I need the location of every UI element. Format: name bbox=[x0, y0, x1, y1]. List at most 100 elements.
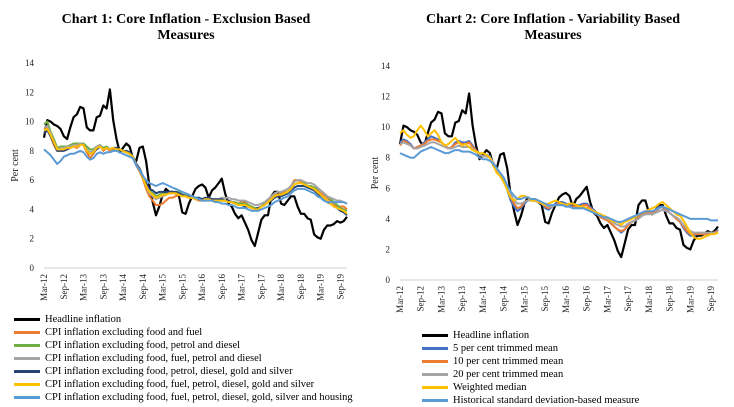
x-tick-label: Sep-18 bbox=[665, 286, 675, 312]
y-tick-label: 2 bbox=[30, 234, 35, 244]
legend-label: Weighted median bbox=[453, 382, 527, 393]
y-tick-label: 10 bbox=[25, 117, 35, 127]
legend-item: 10 per cent trimmed mean bbox=[422, 355, 639, 368]
y-axis-label: Per cent bbox=[370, 157, 381, 190]
y-tick-label: 4 bbox=[386, 214, 391, 224]
legend-item: CPI inflation excluding food, fuel, petr… bbox=[14, 378, 353, 391]
chart-2-plot: Per cent 0 2 4 6 8 10 12 14 Mar-12 Sep-12 Mar-13 Sep… bbox=[370, 61, 719, 313]
legend-item: 5 per cent trimmed mean bbox=[422, 342, 639, 355]
series-line bbox=[43, 129, 348, 217]
legend-item: 20 per cent trimmed mean bbox=[422, 368, 639, 381]
legend-item: Headline inflation bbox=[14, 313, 353, 326]
chart-1-legend: Headline inflation CPI inflation excludin… bbox=[14, 313, 353, 404]
legend-label: 10 per cent trimmed mean bbox=[453, 356, 564, 367]
legend-label: CPI inflation excluding food, fuel, petr… bbox=[45, 392, 353, 403]
x-tick-label: Sep-15 bbox=[177, 274, 187, 300]
x-tick-label: Mar-17 bbox=[237, 274, 247, 301]
legend-item: Headline inflation bbox=[422, 329, 639, 342]
legend-swatch bbox=[14, 396, 40, 399]
x-tick-label: Mar-13 bbox=[436, 286, 446, 313]
legend-swatch bbox=[14, 370, 40, 373]
chart-title: Chart 2: Core Inflation - Variability Ba… bbox=[425, 12, 681, 43]
x-tick-label: Mar-16 bbox=[561, 286, 571, 313]
legend-label: CPI inflation excluding food and fuel bbox=[45, 327, 203, 338]
series-line bbox=[399, 124, 719, 240]
series-line bbox=[399, 146, 718, 223]
x-tick-label: Sep-19 bbox=[335, 274, 345, 300]
y-tick-label: 12 bbox=[381, 92, 390, 102]
legend-swatch bbox=[422, 347, 448, 350]
legend-item: CPI inflation excluding food and fuel bbox=[14, 326, 353, 339]
x-tick-label: Mar-12 bbox=[39, 274, 49, 301]
legend-label: CPI inflation excluding food, fuel, petr… bbox=[45, 353, 262, 364]
x-tick-label: Sep-15 bbox=[540, 286, 550, 312]
series-line bbox=[43, 127, 348, 215]
legend-swatch bbox=[14, 357, 40, 360]
x-tick-label: Sep-13 bbox=[98, 274, 108, 300]
chart-1-plot: Per cent 0 2 4 6 8 10 12 14 Mar-12 Sep-12 Mar-13 Sep… bbox=[10, 58, 348, 301]
y-tick-label: 0 bbox=[30, 263, 35, 273]
legend-label: 20 per cent trimmed mean bbox=[453, 369, 564, 380]
legend-item: CPI inflation excluding food, petrol and… bbox=[14, 339, 353, 352]
series-line bbox=[399, 135, 719, 237]
y-tick-label: 6 bbox=[30, 175, 35, 185]
y-tick-label: 12 bbox=[25, 87, 34, 97]
legend-label: Headline inflation bbox=[453, 330, 530, 341]
legend-swatch bbox=[422, 360, 448, 363]
series-line bbox=[42, 88, 348, 248]
chart-2-legend: Headline inflation 5 per cent trimmed mea… bbox=[422, 329, 639, 407]
legend-label: CPI inflation excluding food, petrol, di… bbox=[45, 366, 293, 377]
x-tick-label: Mar-15 bbox=[158, 274, 168, 301]
y-tick-label: 8 bbox=[386, 153, 391, 163]
y-tick-label: 14 bbox=[25, 58, 35, 68]
x-tick-label: Mar-18 bbox=[276, 274, 286, 301]
y-axis-label: Per cent bbox=[10, 149, 21, 182]
x-tick-label: Sep-18 bbox=[296, 274, 306, 300]
x-tick-label: Mar-17 bbox=[602, 286, 612, 313]
x-tick-label: Sep-12 bbox=[416, 286, 426, 312]
legend-label: CPI inflation excluding food, fuel, petr… bbox=[45, 379, 315, 390]
series-line bbox=[43, 125, 348, 206]
x-tick-label: Sep-17 bbox=[256, 274, 266, 300]
y-tick-label: 4 bbox=[30, 204, 35, 214]
legend-item: CPI inflation excluding food, petrol, di… bbox=[14, 365, 353, 378]
x-tick-label: Sep-17 bbox=[623, 286, 633, 312]
y-tick-label: 0 bbox=[386, 275, 391, 285]
legend-swatch bbox=[422, 334, 448, 337]
x-tick-label: Sep-12 bbox=[59, 274, 69, 300]
x-tick-label: Sep-16 bbox=[217, 274, 227, 300]
y-tick-label: 14 bbox=[381, 61, 391, 71]
legend-label: Headline inflation bbox=[45, 314, 122, 325]
series-line bbox=[398, 92, 719, 259]
y-tick-label: 6 bbox=[386, 183, 391, 193]
y-tick-label: 10 bbox=[381, 122, 391, 132]
series-line bbox=[399, 141, 718, 234]
y-tick-label: 2 bbox=[386, 244, 391, 254]
legend-item: Weighted median bbox=[422, 381, 639, 394]
x-tick-label: Mar-14 bbox=[478, 286, 488, 313]
x-tick-label: Mar-14 bbox=[118, 274, 128, 301]
x-tick-label: Sep-14 bbox=[138, 274, 148, 300]
legend-swatch bbox=[14, 331, 40, 334]
x-tick-label: Mar-18 bbox=[644, 286, 654, 313]
legend-item: CPI inflation excluding food, fuel, petr… bbox=[14, 391, 353, 404]
legend-swatch bbox=[422, 373, 448, 376]
x-tick-label: Sep-14 bbox=[499, 286, 509, 312]
legend-swatch bbox=[14, 383, 40, 386]
x-tick-label: Sep-13 bbox=[457, 286, 467, 312]
series-line bbox=[43, 148, 348, 212]
legend-label: Historical standard deviation-based meas… bbox=[453, 395, 640, 406]
x-tick-label: Sep-16 bbox=[582, 286, 592, 312]
x-tick-label: Mar-12 bbox=[395, 286, 405, 313]
legend-swatch bbox=[422, 386, 448, 389]
legend-item: Historical standard deviation-based meas… bbox=[422, 394, 639, 407]
legend-swatch bbox=[422, 399, 448, 402]
legend-item: CPI inflation excluding food, fuel, petr… bbox=[14, 352, 353, 365]
y-tick-label: 8 bbox=[30, 146, 35, 156]
chart-1-panel: Chart 1: Core Inflation - Exclusion Base… bbox=[10, 12, 353, 404]
legend-label: 5 per cent trimmed mean bbox=[453, 343, 558, 354]
x-tick-label: Mar-19 bbox=[316, 274, 326, 301]
x-tick-label: Mar-19 bbox=[685, 286, 695, 313]
legend-label: CPI inflation excluding food, petrol and… bbox=[45, 340, 241, 351]
legend-swatch bbox=[14, 318, 40, 321]
